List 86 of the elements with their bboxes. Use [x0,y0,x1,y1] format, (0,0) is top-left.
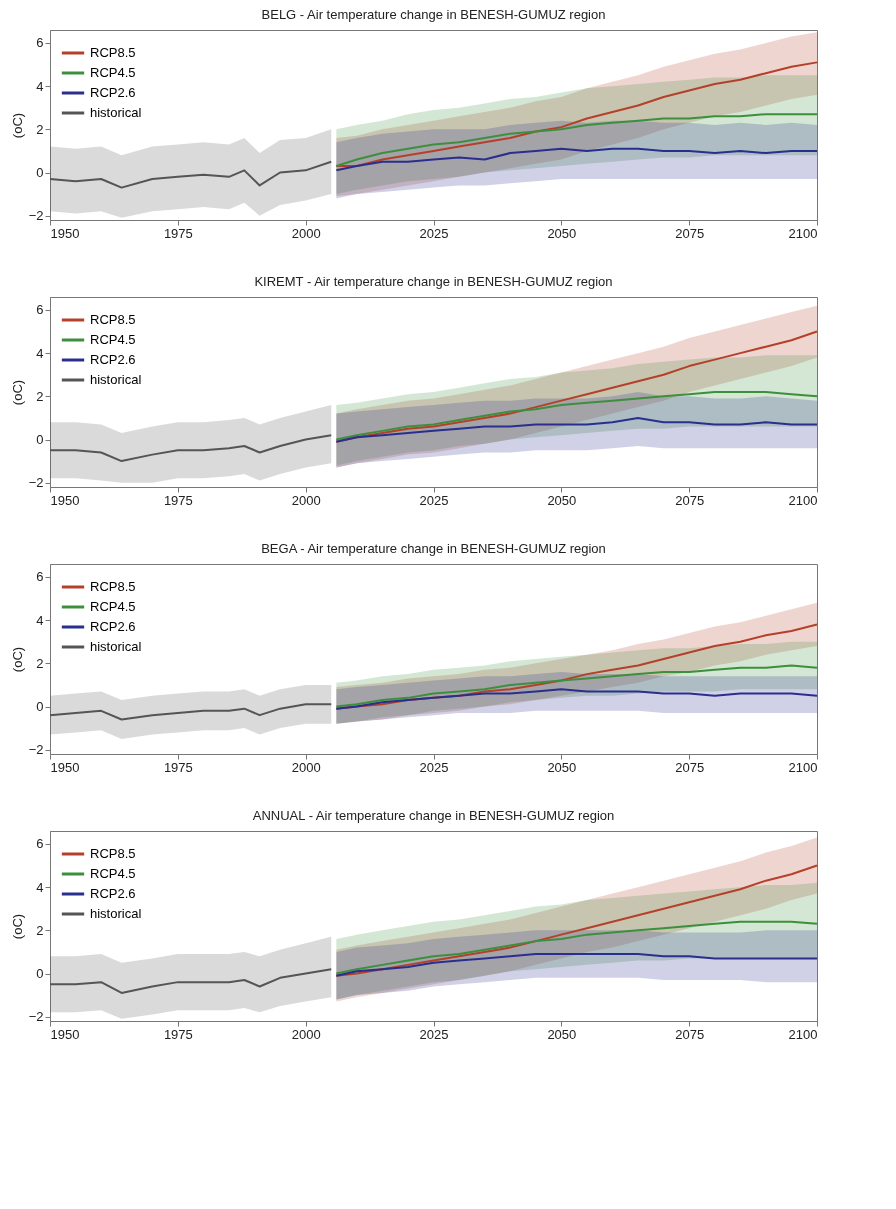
x-tick-label: 1950 [50,492,80,508]
line-series [335,664,818,708]
y-tick-label: 0 [36,165,44,180]
y-tick-label: 2 [36,655,44,671]
legend-label: RCP2.6 [90,619,136,634]
y-tick-label: −2 [28,1009,44,1025]
x-tick-label: 2100 [788,759,818,775]
line-series [335,920,818,975]
y-axis-title: (oC) [9,379,25,406]
y-tick-label: −2 [28,742,44,758]
line-series [335,61,818,168]
line-series [335,953,818,977]
legend-label: RCP2.6 [90,352,136,367]
x-tick-label: 2025 [419,759,449,775]
x-tick-label: 2025 [419,492,449,508]
y-tick-label: 6 [36,836,44,852]
line-series [49,434,333,463]
line-series [49,968,333,994]
y-axis-title: (oC) [9,646,25,673]
y-axis-title: (oC) [9,112,25,139]
line-series [335,391,818,441]
y-tick-label: 0 [36,699,44,714]
x-tick-label: 2075 [675,1026,705,1042]
y-tick-label: 4 [36,78,44,94]
y-tick-label: 2 [36,922,44,938]
x-tick-label: 1975 [163,492,193,508]
legend-label: historical [90,372,142,387]
y-tick-label: 2 [36,388,44,404]
line-series [335,416,818,443]
x-tick-label: 2100 [788,225,818,241]
line-series [49,703,333,721]
legend-label: RCP8.5 [90,312,136,327]
x-tick-label: 2050 [547,492,577,508]
x-tick-label: 2000 [291,225,321,241]
y-tick-label: 0 [36,966,44,981]
chart-title: ANNUAL - Air temperature change in BENESH-GUMUZ region [252,808,615,823]
y-tick-label: 4 [36,345,44,361]
x-tick-label: 1950 [50,225,80,241]
x-tick-label: 2050 [547,225,577,241]
y-tick-label: 2 [36,121,44,137]
x-tick-label: 2075 [675,759,705,775]
x-tick-label: 2075 [675,492,705,508]
x-tick-label: 1975 [163,759,193,775]
x-tick-label: 2100 [788,1026,818,1042]
x-tick-label: 2000 [291,759,321,775]
y-tick-label: 0 [36,432,44,447]
legend-label: RCP8.5 [90,45,136,60]
x-tick-label: 2100 [788,492,818,508]
y-axis-title: (oC) [9,913,25,940]
line-series [49,160,333,189]
legend-label: RCP2.6 [90,85,136,100]
line-series [335,147,818,172]
legend-label: RCP8.5 [90,846,136,861]
line-series [335,864,818,977]
y-tick-label: 4 [36,879,44,895]
y-tick-label: 4 [36,612,44,628]
x-tick-label: 2050 [547,1026,577,1042]
legend-label: historical [90,639,142,654]
x-tick-label: 1950 [50,759,80,775]
y-tick-label: 6 [36,569,44,585]
x-tick-label: 2025 [419,1026,449,1042]
chart-title: KIREMT - Air temperature change in BENESH-GUMUZ region [254,274,613,289]
legend-label: RCP4.5 [90,599,136,614]
y-tick-label: −2 [28,475,44,491]
legend-label: RCP4.5 [90,332,136,347]
y-tick-label: 6 [36,35,44,51]
chart-title: BEGA - Air temperature change in BENESH-GUMUZ region [261,541,606,556]
legend-label: historical [90,105,142,120]
legend-label: RCP8.5 [90,579,136,594]
legend-label: RCP4.5 [90,866,136,881]
x-tick-label: 2000 [291,1026,321,1042]
line-series [335,688,818,710]
chart-title: BELG - Air temperature change in BENESH-GUMUZ region [261,7,606,22]
line-series [335,113,818,168]
x-tick-label: 2050 [547,759,577,775]
x-tick-label: 2025 [419,225,449,241]
y-tick-label: 6 [36,302,44,318]
legend-label: RCP4.5 [90,65,136,80]
x-tick-label: 1975 [163,225,193,241]
x-tick-label: 1950 [50,1026,80,1042]
legend-label: RCP2.6 [90,886,136,901]
x-tick-label: 2075 [675,225,705,241]
x-tick-label: 1975 [163,1026,193,1042]
y-tick-label: −2 [28,208,44,224]
legend-label: historical [90,906,142,921]
x-tick-label: 2000 [291,492,321,508]
